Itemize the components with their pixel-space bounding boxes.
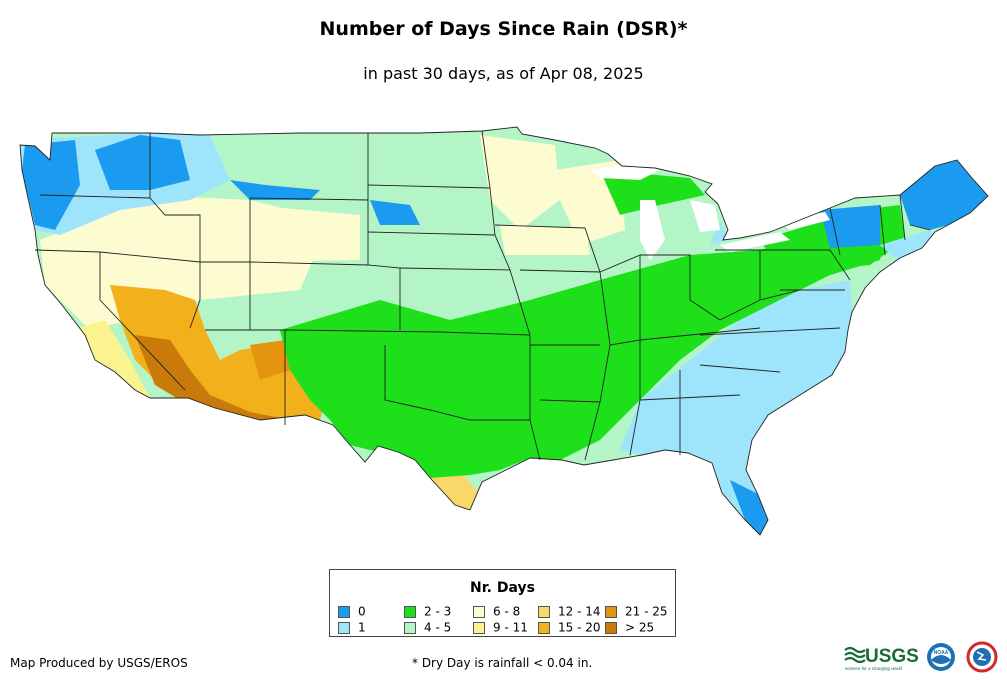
- us-dsr-map: [19, 126, 989, 536]
- legend-item-9-11: 9 - 11: [473, 621, 528, 634]
- map-subtitle: in past 30 days, as of Apr 08, 2025: [363, 64, 644, 83]
- legend-swatch: [605, 621, 617, 634]
- dry-day-note: * Dry Day is rainfall < 0.04 in.: [412, 656, 593, 670]
- legend-swatch: [338, 605, 350, 618]
- noaa-logo: NOAA: [927, 643, 955, 671]
- legend-item-15-20: 15 - 20: [538, 621, 601, 634]
- legend-item-gt-25: > 25: [605, 621, 654, 634]
- map-title: Number of Days Since Rain (DSR)*: [319, 18, 688, 40]
- legend-swatch: [538, 605, 550, 618]
- svg-text:NOAA: NOAA: [934, 650, 949, 656]
- legend-item-0: 0: [338, 605, 366, 618]
- agency-logos: USGS science for a changing world NOAA: [844, 641, 998, 673]
- legend-title: Nr. Days: [470, 580, 535, 596]
- legend-swatch: [538, 621, 550, 634]
- legend-item-4-5: 4 - 5: [404, 621, 451, 634]
- legend-item-21-25: 21 - 25: [605, 605, 668, 618]
- legend-swatch: [473, 605, 485, 618]
- usgs-logo: USGS science for a changing world: [844, 646, 919, 671]
- legend-swatch: [338, 621, 350, 634]
- legend-item-6-8: 6 - 8: [473, 605, 520, 618]
- map-credit: Map Produced by USGS/EROS: [10, 656, 188, 670]
- legend-swatch: [473, 621, 485, 634]
- nws-logo: [966, 641, 998, 673]
- legend-swatch: [404, 605, 416, 618]
- legend-box: Nr. Days 0 1 2 - 3 4 - 5 6 - 8 9 - 11 12…: [329, 569, 676, 637]
- legend-item-2-3: 2 - 3: [404, 605, 451, 618]
- legend-item-12-14: 12 - 14: [538, 605, 601, 618]
- svg-text:USGS: USGS: [865, 646, 919, 667]
- legend-swatch: [605, 605, 617, 618]
- legend-item-1: 1: [338, 621, 366, 634]
- legend-swatch: [404, 621, 416, 634]
- svg-text:science for a changing world: science for a changing world: [845, 666, 903, 671]
